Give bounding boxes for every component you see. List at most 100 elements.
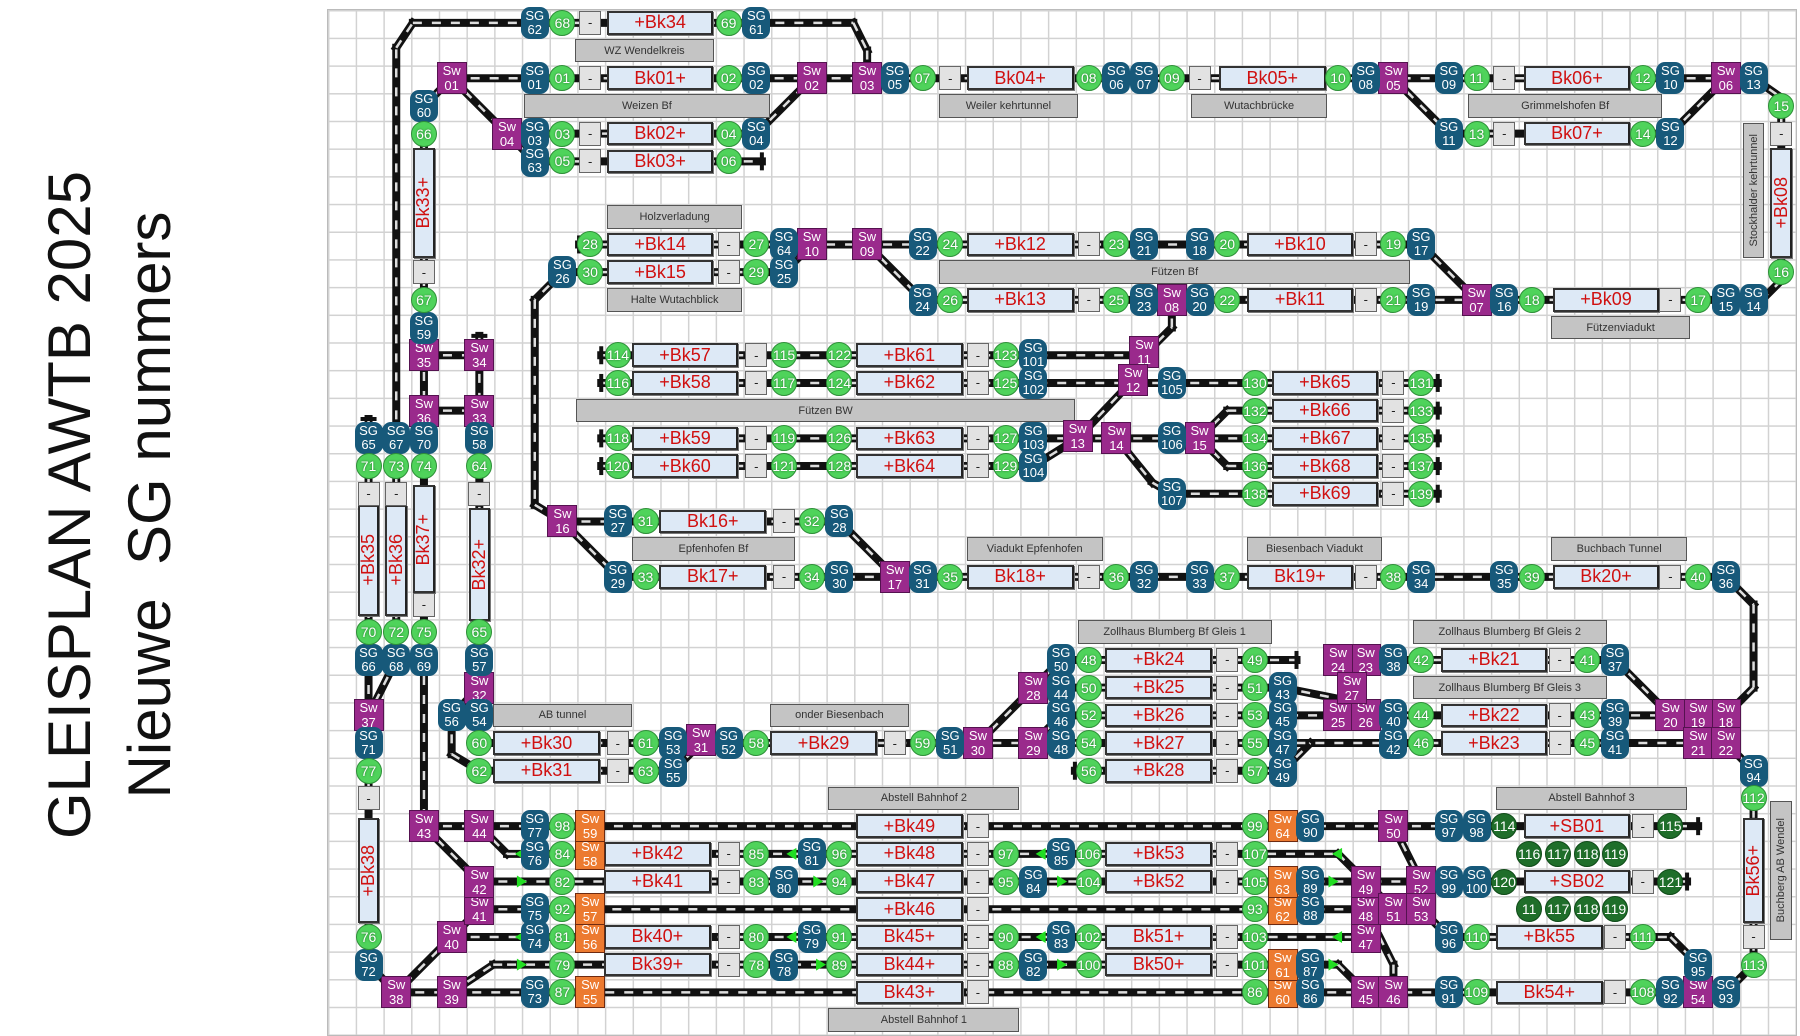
block-minus-button[interactable]: -	[1382, 370, 1405, 395]
signal[interactable]: 78	[743, 951, 770, 978]
signal[interactable]: 127	[992, 425, 1019, 452]
block-minus-button[interactable]: -	[1659, 564, 1682, 589]
signal[interactable]: 50	[1075, 674, 1102, 701]
signal[interactable]: 97	[992, 840, 1019, 867]
signal[interactable]: 17	[1685, 286, 1712, 313]
signal[interactable]: 30	[577, 259, 604, 286]
signal[interactable]: 60	[466, 730, 493, 757]
block[interactable]: +Bk15	[606, 260, 714, 284]
signal[interactable]: 08	[1075, 65, 1102, 92]
signal[interactable]: 58	[743, 730, 770, 757]
signal-group[interactable]: SG 20	[1185, 283, 1214, 316]
signal-dark[interactable]: 121	[1657, 868, 1684, 895]
signal[interactable]: 01	[549, 65, 576, 92]
signal[interactable]: 87	[549, 979, 576, 1006]
block-minus-button[interactable]: -	[939, 66, 962, 91]
block-minus-button[interactable]: -	[966, 343, 989, 368]
signal-group[interactable]: SG 15	[1711, 283, 1740, 316]
signal-group[interactable]: SG 68	[382, 643, 411, 676]
signal[interactable]: 46	[1408, 730, 1435, 757]
signal[interactable]: 126	[826, 425, 853, 452]
signal[interactable]: 116	[604, 369, 631, 396]
signal-group[interactable]: SG 09	[1434, 62, 1463, 95]
signal-group[interactable]: SG 94	[1739, 754, 1768, 787]
signal-group[interactable]: SG 07	[1130, 62, 1159, 95]
signal[interactable]: 137	[1408, 453, 1435, 480]
signal[interactable]: 44	[1408, 702, 1435, 729]
signal-group[interactable]: SG 22	[908, 228, 937, 261]
signal[interactable]: 51	[1241, 674, 1268, 701]
switch[interactable]: Sw 03	[852, 62, 883, 95]
switch-orange[interactable]: Sw 64	[1267, 810, 1298, 843]
switch[interactable]: Sw 44	[464, 810, 495, 843]
signal[interactable]: 129	[992, 453, 1019, 480]
signal-group[interactable]: SG 89	[1296, 865, 1325, 898]
signal-group[interactable]: SG 17	[1407, 228, 1436, 261]
signal-group[interactable]: SG 23	[1130, 283, 1159, 316]
block-minus-button[interactable]: -	[1216, 675, 1239, 700]
block[interactable]: +Bk64	[856, 454, 963, 478]
signal[interactable]: 111	[1629, 923, 1656, 950]
block-minus-button[interactable]: -	[385, 481, 408, 506]
switch[interactable]: Sw 31	[685, 724, 716, 757]
block-minus-button[interactable]: -	[1077, 564, 1100, 589]
signal[interactable]: 131	[1408, 369, 1435, 396]
signal[interactable]: 121	[771, 453, 798, 480]
block[interactable]: +Bk11	[1246, 288, 1354, 312]
block-minus-button[interactable]: -	[579, 121, 602, 146]
signal[interactable]: 135	[1408, 425, 1435, 452]
signal[interactable]: 69	[715, 9, 742, 36]
signal-group[interactable]: SG 02	[742, 62, 771, 95]
block-vertical[interactable]: +Bk38	[357, 817, 380, 924]
signal-group[interactable]: SG 95	[1684, 948, 1713, 981]
switch[interactable]: Sw 52	[1406, 865, 1437, 898]
block[interactable]: Bk02+	[606, 121, 714, 146]
signal[interactable]: 103	[1241, 923, 1268, 950]
switch[interactable]: Sw 46	[1378, 976, 1409, 1009]
block-vertical[interactable]: +Bk35	[357, 504, 380, 616]
signal[interactable]: 52	[1075, 702, 1102, 729]
signal-dark[interactable]: 115	[1657, 813, 1684, 840]
signal[interactable]: 98	[549, 813, 576, 840]
block-vertical[interactable]: Bk33+	[413, 147, 435, 259]
switch[interactable]: Sw 43	[408, 810, 439, 843]
signal-group[interactable]: SG 40	[1379, 699, 1408, 732]
block[interactable]: +Bk57	[631, 343, 739, 368]
signal[interactable]: 102	[1075, 923, 1102, 950]
signal[interactable]: 62	[466, 757, 493, 784]
signal[interactable]: 86	[1241, 979, 1268, 1006]
block[interactable]: +Bk30	[493, 731, 600, 755]
block[interactable]: +Bk25	[1105, 675, 1212, 700]
block[interactable]: +Bk65	[1271, 371, 1379, 395]
block-minus-button[interactable]: -	[966, 869, 989, 894]
signal[interactable]: 38	[1380, 563, 1407, 590]
signal-group[interactable]: SG 48	[1047, 727, 1076, 760]
signal[interactable]: 22	[1214, 286, 1241, 313]
switch[interactable]: Sw 50	[1378, 810, 1409, 843]
block[interactable]: +Bk68	[1271, 454, 1379, 478]
signal[interactable]: 49	[1241, 646, 1268, 673]
signal[interactable]: 117	[771, 369, 798, 396]
block-minus-button[interactable]: -	[1216, 952, 1239, 977]
signal-group[interactable]: SG 41	[1601, 727, 1630, 760]
block-minus-button[interactable]: -	[1382, 426, 1405, 451]
block-minus-button[interactable]: -	[966, 814, 989, 839]
signal[interactable]: 13	[1463, 120, 1490, 147]
switch[interactable]: Sw 45	[1350, 976, 1381, 1009]
signal[interactable]: 118	[604, 425, 631, 452]
signal-group[interactable]: SG 29	[603, 560, 632, 593]
signal-group[interactable]: SG 46	[1047, 699, 1076, 732]
signal[interactable]: 02	[715, 65, 742, 92]
signal[interactable]: 79	[549, 951, 576, 978]
signal-group[interactable]: SG 100	[1462, 865, 1491, 898]
block-minus-button[interactable]: -	[1216, 924, 1239, 949]
block[interactable]: Bk44+	[856, 952, 963, 977]
block[interactable]: +Bk13	[966, 288, 1074, 312]
block-minus-button[interactable]: -	[1382, 454, 1405, 479]
block[interactable]: Bk45+	[856, 925, 963, 949]
block[interactable]: +Bk21	[1440, 648, 1548, 672]
signal-group[interactable]: SG 75	[520, 893, 549, 926]
block-minus-button[interactable]: -	[1548, 647, 1571, 672]
signal[interactable]: 31	[632, 508, 659, 535]
block[interactable]: +Bk29	[770, 731, 877, 755]
